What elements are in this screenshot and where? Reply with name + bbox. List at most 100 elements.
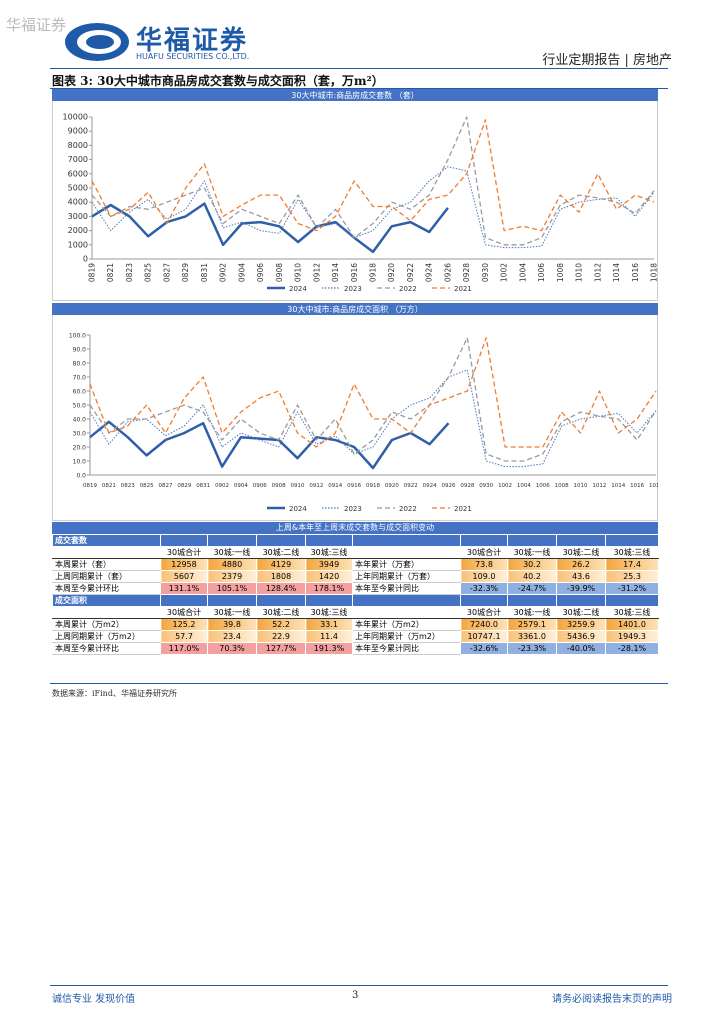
chart-title-bar xyxy=(52,89,658,101)
x-tick-label: 0928 xyxy=(460,483,474,489)
x-tick-label: 1008 xyxy=(556,263,565,282)
chart: 30大中城市:商品房成交面积 （万方） 0.0 10.0 20.0 30.0 40.0 50… xyxy=(52,303,658,521)
table-cell: -23.3% xyxy=(507,642,557,655)
x-tick-label: 0926 xyxy=(441,483,455,489)
x-tick-label: 0827 xyxy=(162,263,171,282)
table-cell xyxy=(352,546,461,559)
table-cell: -39.9% xyxy=(556,582,606,595)
table-cell xyxy=(305,594,353,607)
x-tick-label: 0922 xyxy=(404,483,418,489)
table-cell: 成交套数 xyxy=(52,534,161,547)
table-cell: 2379 xyxy=(207,570,257,583)
logo-text: 华福证券 xyxy=(136,26,249,56)
legend-label: 2023 xyxy=(344,285,362,293)
table-cell: 57.7 xyxy=(160,630,208,643)
x-tick-label: 1006 xyxy=(537,263,546,282)
table-cell: 2579.1 xyxy=(507,618,557,631)
table-title: 上周&本年至上周末成交套数与成交面积变动 xyxy=(52,522,658,534)
y-tick-label: 1000 xyxy=(68,240,88,249)
x-tick-label: 1010 xyxy=(575,263,584,282)
x-tick-label: 0906 xyxy=(253,483,267,489)
logo-subtext: HUAFU SECURITIES CO.,LTD. xyxy=(136,52,250,61)
series-line xyxy=(91,119,655,232)
table-cell: 30城:一线 xyxy=(507,606,557,619)
x-tick-label: 0823 xyxy=(125,263,134,282)
x-tick-label: 0918 xyxy=(366,483,380,489)
y-tick-label: 40.0 xyxy=(73,417,87,424)
table-cell: 105.1% xyxy=(207,582,257,595)
y-tick-label: 30.0 xyxy=(73,431,87,438)
source: 数据来源：iFind、华福证券研究所 xyxy=(52,689,177,698)
table-cell: 1808 xyxy=(256,570,306,583)
x-tick-label: 0902 xyxy=(215,483,229,489)
y-tick-label: 20.0 xyxy=(73,445,87,452)
table-cell: 30城:二线 xyxy=(256,546,306,559)
x-tick-label: 0912 xyxy=(309,483,323,489)
y-tick-label: 2000 xyxy=(68,226,88,235)
x-tick-label: 0831 xyxy=(200,263,209,282)
table-cell: 本周至今累计环比 xyxy=(52,582,161,595)
table-cell: 191.3% xyxy=(305,642,353,655)
table-cell: 30城:二线 xyxy=(556,606,606,619)
x-tick-label: 1012 xyxy=(592,483,606,489)
x-tick-label: 0821 xyxy=(102,483,116,489)
x-tick-label: 0902 xyxy=(219,263,228,282)
table-cell xyxy=(352,594,461,607)
table-cell: 7240.0 xyxy=(460,618,508,631)
table-cell: -32.3% xyxy=(460,582,508,595)
x-tick-label: 0819 xyxy=(83,483,97,489)
table-cell xyxy=(256,594,306,607)
legend-label: 2023 xyxy=(344,505,362,513)
table-cell: 上年同期累计（万m2） xyxy=(352,630,461,643)
table-cell: 30城合计 xyxy=(160,546,208,559)
table-cell: 30城:一线 xyxy=(207,606,257,619)
x-tick-label: 1012 xyxy=(593,263,602,282)
table-cell: 30城:二线 xyxy=(556,546,606,559)
series-line xyxy=(91,202,449,254)
x-tick-label: 0829 xyxy=(177,483,191,489)
x-tick-label: 1002 xyxy=(500,263,509,282)
table-cell: 33.1 xyxy=(305,618,353,631)
figure-title: 图表 3: 30大中城市商品房成交套数与成交面积（套，万m²） xyxy=(52,74,384,88)
table-row: 30城合计 30城:一线 30城:二线 30城:三线 30城合计 30城:一线 30城:二线… xyxy=(52,606,659,619)
table-cell: 本周累计（万m2） xyxy=(52,618,161,631)
table-cell: 52.2 xyxy=(256,618,306,631)
x-tick-label: 1014 xyxy=(611,483,625,489)
x-tick-label: 1016 xyxy=(630,483,644,489)
y-tick-label: 4000 xyxy=(68,198,88,207)
x-tick-label: 0922 xyxy=(406,263,415,282)
report-info: 行业定期报告 | 房地产 xyxy=(542,53,672,68)
table-cell: 30城合计 xyxy=(460,606,508,619)
figure-rule xyxy=(50,88,668,89)
table-cell: 1420 xyxy=(305,570,353,583)
x-tick-label: 0916 xyxy=(350,263,359,282)
table-cell: 1401.0 xyxy=(605,618,659,631)
footer-right: 请务必阅读报告末页的声明 xyxy=(552,994,672,1005)
y-tick-label: 100.0 xyxy=(69,333,86,340)
table-cell: -32.6% xyxy=(460,642,508,655)
x-tick-label: 1004 xyxy=(517,483,531,489)
chart: 30大中城市:商品房成交套数 （套） 0 1000 2000 3000 4000 5000 6… xyxy=(52,89,658,301)
table-cell xyxy=(256,534,306,547)
table-cell: 3949 xyxy=(305,558,353,571)
x-tick-label: 0924 xyxy=(425,263,434,282)
x-tick-label: 0926 xyxy=(443,263,452,282)
table-cell: 上周同期累计（套） xyxy=(52,570,161,583)
watermark: 华福证券 xyxy=(6,16,67,34)
x-tick-label: 0827 xyxy=(158,483,172,489)
table-cell: 1949.3 xyxy=(605,630,659,643)
table-cell: -40.0% xyxy=(556,642,606,655)
table-cell xyxy=(460,594,508,607)
table-cell xyxy=(460,534,508,547)
series-line xyxy=(89,337,657,448)
table-row: 本周至今累计环比 117.0% 70.3% 127.7% 191.3% 本年至今累计同比 -… xyxy=(52,642,659,655)
x-tick-label: 1018 xyxy=(650,263,659,282)
table-cell xyxy=(352,534,461,547)
table-cell: 22.9 xyxy=(256,630,306,643)
x-tick-label: 1016 xyxy=(631,263,640,282)
table-cell xyxy=(52,606,161,619)
x-tick-label: 0914 xyxy=(331,263,340,282)
table-cell: 成交面积 xyxy=(52,594,161,607)
x-tick-label: 0831 xyxy=(196,483,210,489)
